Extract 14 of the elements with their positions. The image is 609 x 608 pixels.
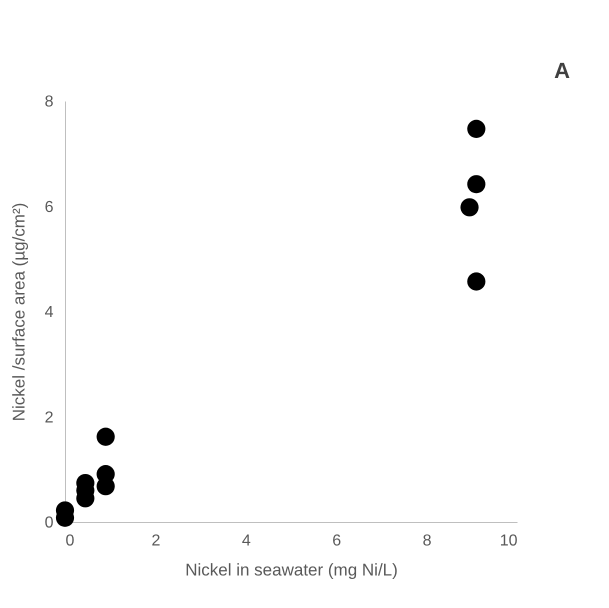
x-tick-label: 10 — [500, 532, 518, 550]
y-tick-label: 6 — [44, 198, 54, 216]
text: A — [554, 58, 570, 83]
x-tick-label: 2 — [151, 532, 160, 550]
x-axis-title: Nickel in seawater (mg Ni/L) — [185, 560, 398, 580]
y-tick-label: 4 — [44, 304, 54, 321]
y-tick-label: 8 — [44, 94, 54, 110]
x-tick-label: 4 — [242, 532, 251, 550]
y-tick-label: 2 — [44, 409, 54, 426]
x-tick-label: 0 — [66, 532, 74, 550]
x-tick-label: 8 — [422, 532, 432, 550]
y-tick-label: 0 — [44, 514, 54, 532]
x-tick-label: 6 — [332, 532, 342, 550]
y-axis-title: Nickel /surface area (µg/cm²) — [10, 202, 29, 422]
